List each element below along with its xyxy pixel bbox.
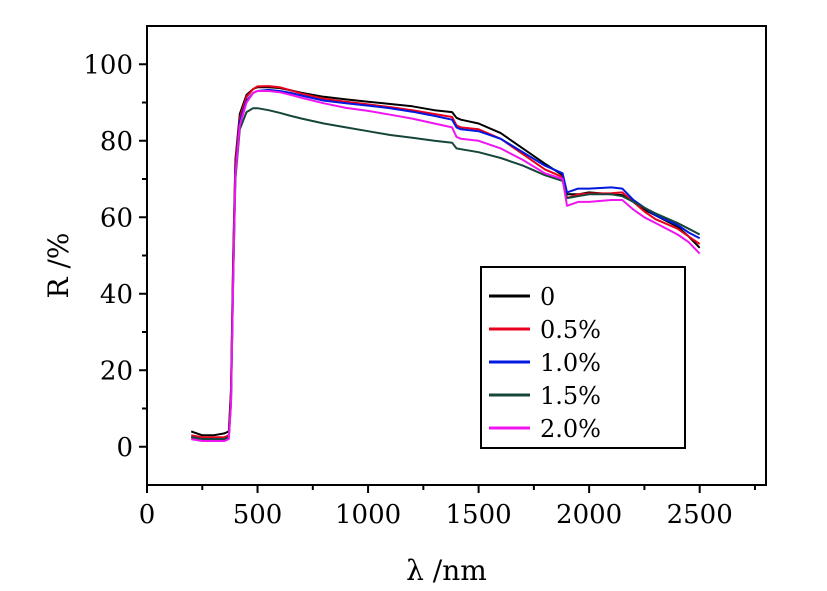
legend-label-2: 1.0% [540,349,601,377]
x-tick-label-2: 1000 [335,500,401,530]
x-tick-label-5: 2500 [667,500,733,530]
legend-label-1: 0.5% [540,316,601,344]
y-tick-label-3: 60 [100,203,133,233]
x-tick-label-3: 1500 [446,500,512,530]
x-tick-label-1: 500 [233,500,283,530]
legend-label-4: 2.0% [540,415,601,443]
y-axis-label: R /% [42,232,75,298]
y-tick-label-1: 20 [100,356,133,386]
x-tick-label-4: 2000 [556,500,622,530]
y-tick-label-4: 80 [100,127,133,157]
y-tick-label-5: 100 [83,50,133,80]
series-layer [190,85,701,442]
legend-label-0: 0 [540,283,555,311]
series-line-4 [191,90,701,442]
y-tick-label-0: 0 [116,433,133,463]
x-axis-label: λ /nm [406,554,487,587]
legend-items: 0 0.5% 1.0% 1.5% 2.0% [489,283,601,443]
x-tick-label-0: 0 [139,500,156,530]
y-tick-label-2: 40 [100,280,133,310]
legend-label-3: 1.5% [540,382,601,410]
ticks-layer: 0 500 1000 1500 2000 2500 0 20 40 60 80 100 [83,50,756,530]
legend: 0 0.5% 1.0% 1.5% 2.0% [480,266,686,449]
